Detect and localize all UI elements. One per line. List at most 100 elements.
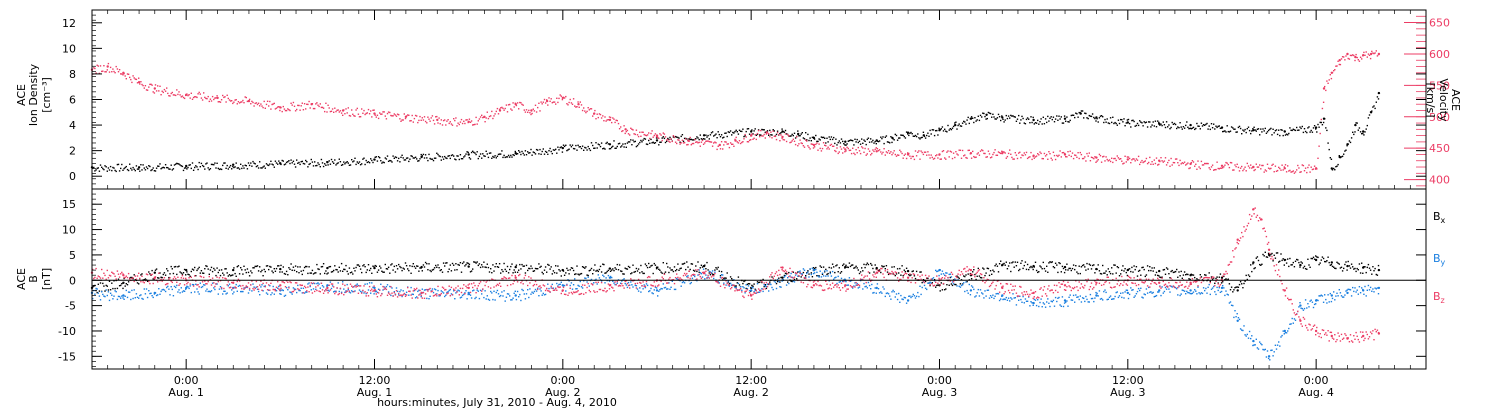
- data-point: [613, 118, 615, 120]
- data-point: [583, 266, 585, 269]
- data-point: [1140, 121, 1142, 123]
- data-point: [1349, 289, 1352, 291]
- data-point: [500, 272, 502, 274]
- data-point: [513, 269, 515, 271]
- data-point: [1328, 261, 1330, 264]
- data-point: [549, 147, 551, 150]
- data-point: [121, 283, 123, 285]
- data-point: [878, 149, 881, 151]
- data-point: [424, 120, 427, 123]
- data-point: [912, 270, 914, 272]
- data-point: [120, 167, 122, 170]
- data-point: [491, 292, 493, 294]
- data-point: [717, 266, 719, 269]
- data-point: [1222, 285, 1224, 287]
- data-point: [194, 266, 196, 269]
- data-point: [530, 148, 532, 151]
- data-point: [910, 296, 912, 299]
- data-point: [540, 153, 542, 155]
- data-point: [403, 268, 405, 270]
- data-point: [183, 167, 186, 169]
- data-point: [872, 292, 874, 294]
- data-point: [802, 268, 805, 270]
- data-point: [1169, 291, 1171, 293]
- data-point: [719, 275, 722, 277]
- data-point: [605, 272, 607, 274]
- series-node: [1369, 52, 1373, 56]
- data-point: [1178, 285, 1180, 288]
- data-point: [302, 269, 305, 272]
- data-point: [368, 269, 371, 272]
- data-point: [314, 272, 316, 274]
- data-point: [1026, 263, 1029, 266]
- data-point: [242, 165, 244, 167]
- data-point: [692, 142, 695, 145]
- data-point: [629, 284, 631, 286]
- data-point: [1080, 153, 1083, 156]
- data-point: [1229, 130, 1232, 132]
- data-point: [904, 270, 907, 273]
- data-point: [902, 298, 904, 301]
- series-node: [812, 136, 816, 140]
- data-point: [1330, 300, 1333, 303]
- data-point: [1204, 162, 1206, 165]
- data-point: [351, 109, 353, 111]
- data-point: [1369, 269, 1372, 271]
- data-point: [152, 278, 154, 280]
- data-point: [836, 144, 838, 146]
- data-point: [1263, 349, 1265, 351]
- data-point: [338, 111, 340, 113]
- data-point: [282, 105, 284, 108]
- data-point: [1349, 54, 1352, 57]
- data-point: [338, 290, 340, 293]
- data-point: [967, 149, 969, 152]
- data-point: [1177, 126, 1179, 128]
- data-point: [1051, 261, 1053, 263]
- data-point: [674, 288, 677, 291]
- data-point: [460, 296, 463, 298]
- data-point: [529, 112, 531, 114]
- data-point: [1292, 261, 1294, 264]
- data-point: [107, 167, 110, 169]
- data-point: [148, 290, 150, 292]
- data-point: [1096, 292, 1098, 295]
- series-node: [969, 152, 973, 155]
- data-point: [552, 270, 555, 272]
- data-point: [1176, 268, 1178, 271]
- data-point: [390, 294, 392, 297]
- data-point: [580, 147, 583, 150]
- data-point: [1163, 124, 1166, 126]
- data-point: [1081, 157, 1084, 160]
- data-point: [260, 103, 262, 105]
- data-point: [186, 168, 188, 170]
- data-point: [140, 281, 142, 283]
- data-point: [725, 132, 727, 134]
- data-point: [1070, 299, 1072, 301]
- data-point: [352, 161, 354, 163]
- data-point: [885, 292, 888, 295]
- data-point: [1099, 115, 1102, 117]
- data-point: [153, 92, 156, 94]
- series-node: [1001, 116, 1004, 119]
- data-point: [576, 265, 578, 267]
- data-point: [1127, 156, 1130, 158]
- data-point: [444, 119, 446, 121]
- data-point: [314, 107, 316, 110]
- data-point: [551, 152, 553, 155]
- data-point: [1308, 164, 1310, 166]
- data-point: [1309, 171, 1311, 173]
- data-point: [1061, 122, 1064, 124]
- data-point: [763, 285, 765, 288]
- data-point: [500, 294, 502, 297]
- data-point: [363, 109, 365, 112]
- data-point: [120, 297, 122, 299]
- data-point: [225, 293, 227, 295]
- data-point: [770, 283, 772, 286]
- data-point: [495, 291, 497, 294]
- data-point: [111, 271, 113, 273]
- data-point: [728, 285, 731, 287]
- data-point: [850, 152, 853, 155]
- data-point: [155, 268, 158, 270]
- data-point: [1219, 291, 1222, 293]
- data-point: [257, 102, 260, 104]
